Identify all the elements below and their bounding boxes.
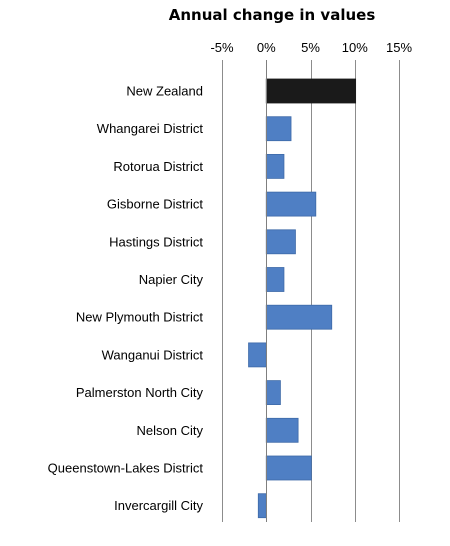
category-label: Napier City: [139, 272, 204, 287]
x-tick-label: 10%: [342, 40, 368, 55]
category-label: Wanganui District: [102, 347, 204, 362]
bar-palmerston-north-city: [265, 380, 281, 406]
category-labels: New Zealand Whangarei District Rotorua Dis…: [48, 84, 204, 514]
x-tick-label: -5%: [210, 40, 234, 55]
gridlines: [222, 60, 400, 522]
category-label: New Zealand: [126, 84, 203, 99]
chart-title: Annual change in values: [169, 6, 376, 24]
category-label: Invercargill City: [114, 498, 203, 513]
x-tick-label: 0%: [257, 40, 276, 55]
bar-rotorua-district: [265, 153, 285, 179]
category-label: New Plymouth District: [76, 310, 204, 325]
bar-gisborne-district: [265, 191, 317, 217]
category-label: Gisborne District: [107, 197, 203, 212]
category-label: Queenstown-Lakes District: [48, 461, 204, 476]
bar-new-plymouth-district: [265, 304, 333, 330]
category-label: Rotorua District: [113, 159, 203, 174]
bar-invercargill-city: [257, 493, 267, 519]
x-tick-label: 5%: [301, 40, 320, 55]
bar-hastings-district: [265, 229, 296, 255]
bar-queenstown-lakes-district: [265, 455, 312, 481]
bar-whangarei-district: [265, 116, 292, 142]
bars: [248, 78, 357, 519]
bar-new-zealand: [265, 78, 357, 104]
x-axis-tick-labels: -5% 0% 5% 10% 15%: [210, 40, 412, 55]
bar-wanganui-district: [248, 342, 267, 368]
x-tick-label: 15%: [386, 40, 412, 55]
category-label: Nelson City: [137, 423, 204, 438]
category-label: Palmerston North City: [76, 385, 204, 400]
bar-nelson-city: [265, 417, 299, 443]
bar-napier-city: [265, 267, 285, 292]
category-label: Hastings District: [109, 234, 203, 249]
category-label: Whangarei District: [97, 121, 204, 136]
